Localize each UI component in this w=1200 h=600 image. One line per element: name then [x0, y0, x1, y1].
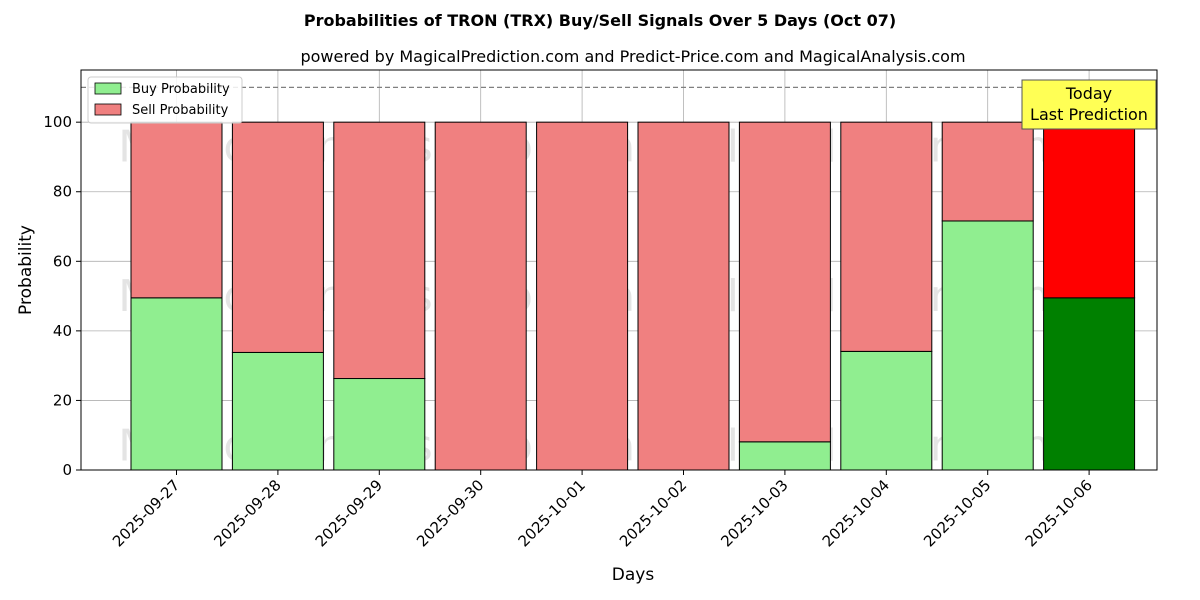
chart-subtitle: powered by MagicalPrediction.com and Pre… — [300, 47, 965, 66]
bar-sell — [333, 121, 426, 380]
legend-box — [87, 76, 243, 124]
bar-sell — [536, 121, 629, 471]
y-tick-label: 40 — [53, 322, 72, 340]
bar-sell — [231, 121, 324, 353]
bar-sell — [1043, 121, 1136, 299]
x-tick-label: 2025-10-05 — [920, 476, 994, 550]
bar-buy — [130, 297, 223, 471]
y-tick-label: 60 — [53, 252, 72, 270]
bars — [130, 121, 1136, 471]
x-tick-label: 2025-10-06 — [1022, 476, 1096, 550]
annotation-box — [1021, 79, 1157, 130]
x-tick-label: 2025-10-03 — [717, 476, 791, 550]
x-tick-label: 2025-09-28 — [210, 476, 284, 550]
bar-buy — [941, 220, 1034, 471]
legend-label-buy: Buy Probability — [132, 82, 230, 97]
legend-swatch-buy — [94, 82, 122, 95]
bar-sell — [637, 121, 730, 471]
chart-title: Probabilities of TRON (TRX) Buy/Sell Sig… — [304, 11, 896, 30]
y-ticks: 0 20 40 60 80 100 — [43, 113, 81, 479]
x-axis-label: Days — [612, 565, 655, 585]
today-annotation: Today Last Prediction — [1021, 79, 1157, 130]
bar-buy — [738, 441, 831, 471]
bar-sell — [434, 121, 527, 471]
y-tick-label: 100 — [43, 113, 72, 131]
bar-buy — [231, 351, 324, 471]
x-tick-label: 2025-09-29 — [312, 476, 386, 550]
x-tick-label: 2025-09-30 — [413, 476, 487, 550]
legend-swatch-sell — [94, 103, 122, 116]
x-ticks: 2025-09-27 2025-09-28 2025-09-29 2025-09-30… — [109, 470, 1096, 550]
bar-sell — [840, 121, 933, 352]
plot-frame — [80, 69, 1158, 471]
annotation-line-1: Today — [1065, 84, 1112, 103]
x-tick-label: 2025-10-01 — [515, 476, 589, 550]
bar-buy — [1043, 297, 1136, 471]
y-axis-label: Probability — [16, 225, 36, 315]
bar-sell — [941, 121, 1034, 222]
x-tick-label: 2025-10-02 — [616, 476, 690, 550]
x-tick-label: 2025-09-27 — [109, 476, 183, 550]
bar-buy — [333, 378, 426, 471]
y-tick-label: 80 — [53, 183, 72, 201]
bar-buy — [840, 350, 933, 471]
bar-sell — [130, 121, 223, 299]
legend: Buy Probability Sell Probability — [87, 76, 243, 124]
annotation-line-2: Last Prediction — [1030, 105, 1148, 124]
legend-label-sell: Sell Probability — [132, 103, 229, 118]
y-tick-label: 20 — [53, 391, 72, 409]
y-tick-label: 0 — [62, 461, 72, 479]
bar-sell — [738, 121, 831, 443]
x-tick-label: 2025-10-04 — [819, 476, 893, 550]
